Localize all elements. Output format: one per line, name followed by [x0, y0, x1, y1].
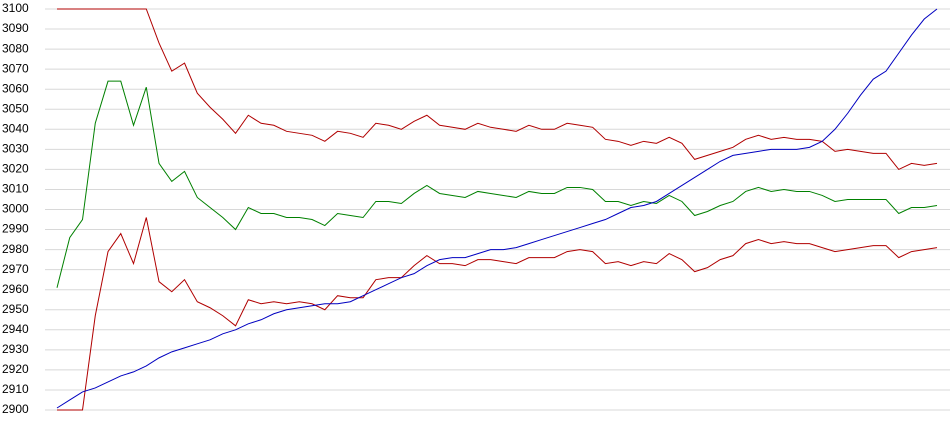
series-line: [56, 8, 938, 409]
y-tick-label: 3070: [2, 61, 29, 75]
y-tick-label: 2990: [2, 222, 29, 236]
y-tick-label: 2930: [2, 342, 29, 356]
series-line: [56, 80, 938, 288]
y-tick-label: 2980: [2, 242, 29, 256]
y-tick-label: 3030: [2, 142, 29, 156]
y-tick-label: 2940: [2, 322, 29, 336]
y-tick-label: 2920: [2, 362, 29, 376]
y-tick-label: 3090: [2, 21, 29, 35]
y-tick-label: 3050: [2, 101, 29, 115]
y-tick-label: 3000: [2, 202, 29, 216]
y-tick-label: 3010: [2, 182, 29, 196]
y-tick-label: 3040: [2, 121, 29, 135]
series-line: [57, 8, 938, 171]
y-tick-label: 3100: [2, 1, 29, 15]
y-tick-label: 2950: [2, 302, 29, 316]
y-tick-label: 2900: [2, 402, 29, 416]
y-tick-label: 2910: [2, 382, 29, 396]
y-tick-label: 3060: [2, 81, 29, 95]
y-tick-label: 2970: [2, 262, 29, 276]
y-tick-label: 3080: [2, 41, 29, 55]
series-line: [57, 217, 938, 411]
y-tick-label: 2960: [2, 282, 29, 296]
y-tick-label: 3020: [2, 162, 29, 176]
